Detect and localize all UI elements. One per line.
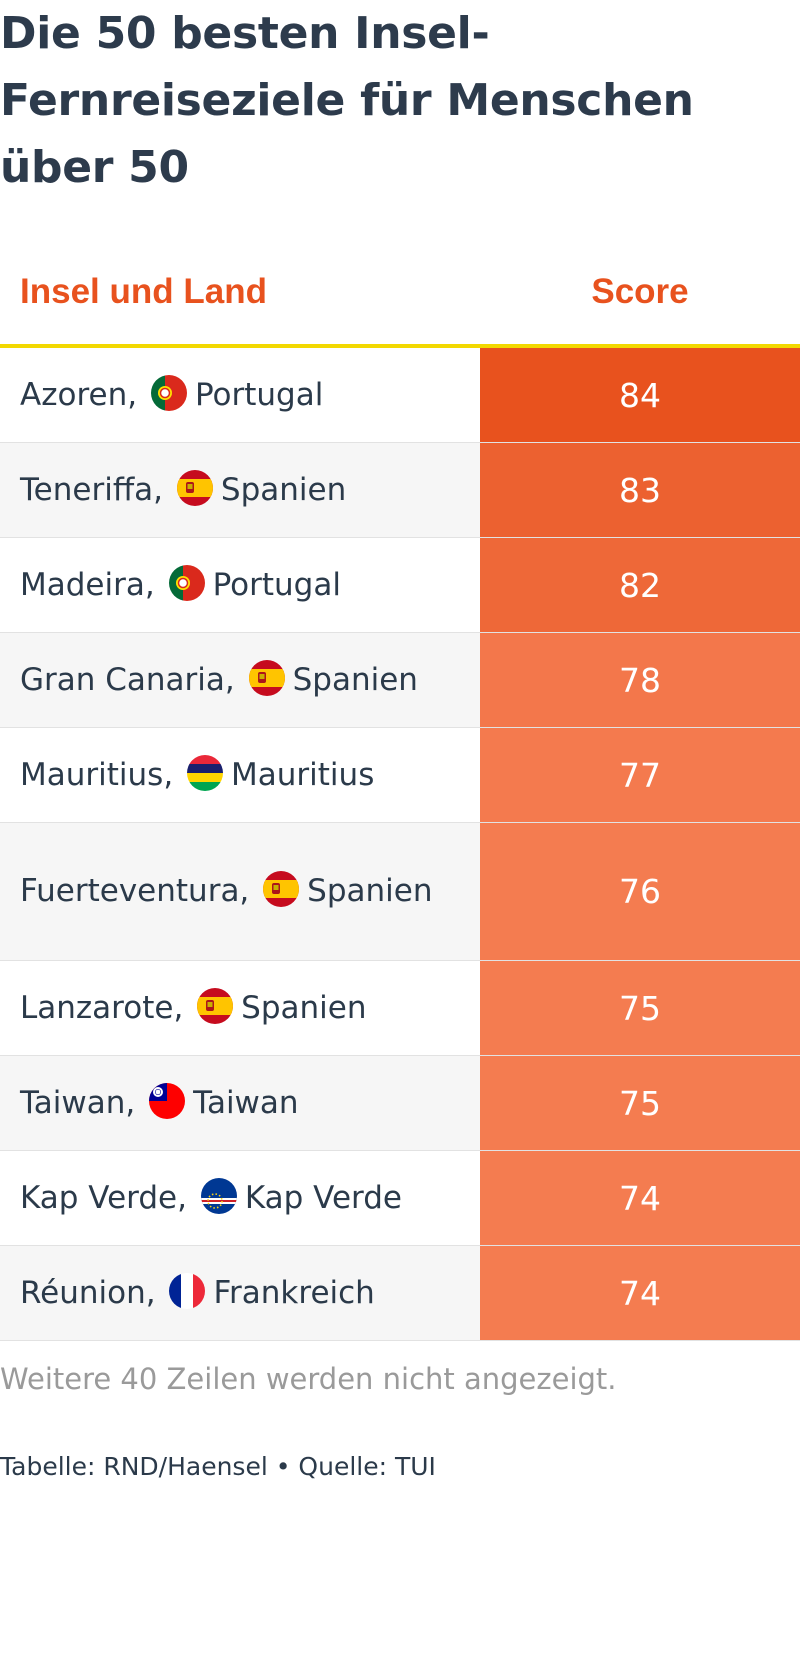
country-name: Spanien bbox=[241, 989, 367, 1026]
portugal-flag-icon bbox=[150, 374, 187, 411]
spain-flag-icon bbox=[248, 659, 285, 696]
spain-flag-icon bbox=[197, 987, 234, 1024]
column-header-name[interactable]: Insel und Land bbox=[20, 272, 267, 311]
page-title: Die 50 besten Insel-Fernreiseziele für M… bbox=[0, 8, 694, 193]
score-cell: 84 bbox=[480, 348, 800, 442]
island-name: Fuerteventura, bbox=[20, 873, 250, 909]
island-name: Teneriffa, bbox=[20, 471, 164, 508]
island-name: Gran Canaria, bbox=[20, 661, 235, 698]
country-name: Portugal bbox=[194, 376, 324, 413]
island-country-label: Fuerteventura, Spanien bbox=[0, 870, 460, 913]
island-name: Kap Verde, bbox=[20, 1179, 187, 1216]
island-country-cell: Teneriffa, Spanien bbox=[0, 443, 480, 537]
island-country-label: Réunion, Frankreich bbox=[0, 1272, 460, 1315]
hidden-rows-note: Weitere 40 Zeilen werden nicht angezeigt… bbox=[0, 1362, 617, 1396]
island-country-label: Mauritius, Mauritius bbox=[0, 754, 460, 797]
country-name: Spanien bbox=[220, 471, 347, 508]
island-name: Madeira, bbox=[20, 566, 155, 603]
score-cell: 78 bbox=[480, 633, 800, 727]
score-cell: 74 bbox=[480, 1151, 800, 1245]
island-country-label: Teneriffa, Spanien bbox=[0, 469, 460, 512]
taiwan-flag-icon bbox=[149, 1082, 186, 1119]
island-country-cell: Lanzarote, Spanien bbox=[0, 961, 480, 1055]
table-header: Insel und Land Score bbox=[0, 258, 800, 348]
france-flag-icon bbox=[169, 1272, 206, 1309]
island-country-cell: Fuerteventura, Spanien bbox=[0, 823, 480, 960]
island-name: Lanzarote, bbox=[20, 989, 184, 1026]
country-name: Mauritius bbox=[231, 756, 375, 793]
table-row: Gran Canaria, Spanien 78 bbox=[0, 633, 800, 728]
country-name: Kap Verde bbox=[244, 1179, 402, 1216]
score-cell: 74 bbox=[480, 1246, 800, 1340]
island-country-cell: Kap Verde, Kap Verde bbox=[0, 1151, 480, 1245]
country-name: Spanien bbox=[292, 661, 418, 698]
island-country-cell: Gran Canaria, Spanien bbox=[0, 633, 480, 727]
table-row: Réunion, Frankreich 74 bbox=[0, 1246, 800, 1341]
score-cell: 75 bbox=[480, 1056, 800, 1150]
score-cell: 82 bbox=[480, 538, 800, 632]
island-name: Mauritius, bbox=[20, 756, 174, 793]
island-country-cell: Azoren, Portugal bbox=[0, 348, 480, 442]
island-country-label: Lanzarote, Spanien bbox=[0, 987, 460, 1030]
country-name: Taiwan bbox=[193, 1084, 299, 1121]
island-country-label: Madeira, Portugal bbox=[0, 564, 460, 607]
table-row: Teneriffa, Spanien 83 bbox=[0, 443, 800, 538]
score-cell: 76 bbox=[480, 823, 800, 960]
table-row: Taiwan, Taiwan 75 bbox=[0, 1056, 800, 1151]
cape-verde-flag-icon bbox=[200, 1177, 237, 1214]
spain-flag-icon bbox=[176, 469, 213, 506]
portugal-flag-icon bbox=[168, 564, 205, 601]
island-name: Taiwan, bbox=[20, 1084, 136, 1121]
mauritius-flag-icon bbox=[187, 754, 224, 791]
score-cell: 83 bbox=[480, 443, 800, 537]
island-name: Réunion, bbox=[20, 1274, 156, 1311]
table-row: Azoren, Portugal 84 bbox=[0, 348, 800, 443]
island-country-label: Gran Canaria, Spanien bbox=[0, 659, 460, 702]
spain-flag-icon bbox=[263, 871, 300, 907]
island-name: Azoren, bbox=[20, 376, 138, 413]
table-row: Madeira, Portugal 82 bbox=[0, 538, 800, 633]
country-name: Frankreich bbox=[213, 1274, 375, 1311]
country-name: Portugal bbox=[212, 566, 341, 603]
table-row: Lanzarote, Spanien 75 bbox=[0, 961, 800, 1056]
table-body: Azoren, Portugal 84 Teneriffa, Spanien 83 Ma… bbox=[0, 348, 800, 1341]
source-credit: Tabelle: RND/Haensel • Quelle: TUI bbox=[0, 1452, 436, 1481]
island-country-label: Azoren, Portugal bbox=[0, 374, 460, 417]
country-name: Spanien bbox=[307, 873, 433, 909]
score-cell: 77 bbox=[480, 728, 800, 822]
data-table: Insel und Land Score Azoren, Portugal 84 T… bbox=[0, 258, 800, 1341]
column-header-score[interactable]: Score bbox=[591, 272, 689, 311]
table-row: Mauritius, Mauritius 77 bbox=[0, 728, 800, 823]
island-country-label: Taiwan, Taiwan bbox=[0, 1082, 460, 1125]
table-row: Fuerteventura, Spanien 76 bbox=[0, 823, 800, 961]
island-country-cell: Réunion, Frankreich bbox=[0, 1246, 480, 1340]
score-cell: 75 bbox=[480, 961, 800, 1055]
island-country-cell: Madeira, Portugal bbox=[0, 538, 480, 632]
island-country-cell: Taiwan, Taiwan bbox=[0, 1056, 480, 1150]
table-row: Kap Verde, Kap Verde 74 bbox=[0, 1151, 800, 1246]
island-country-label: Kap Verde, Kap Verde bbox=[0, 1177, 460, 1220]
island-country-cell: Mauritius, Mauritius bbox=[0, 728, 480, 822]
